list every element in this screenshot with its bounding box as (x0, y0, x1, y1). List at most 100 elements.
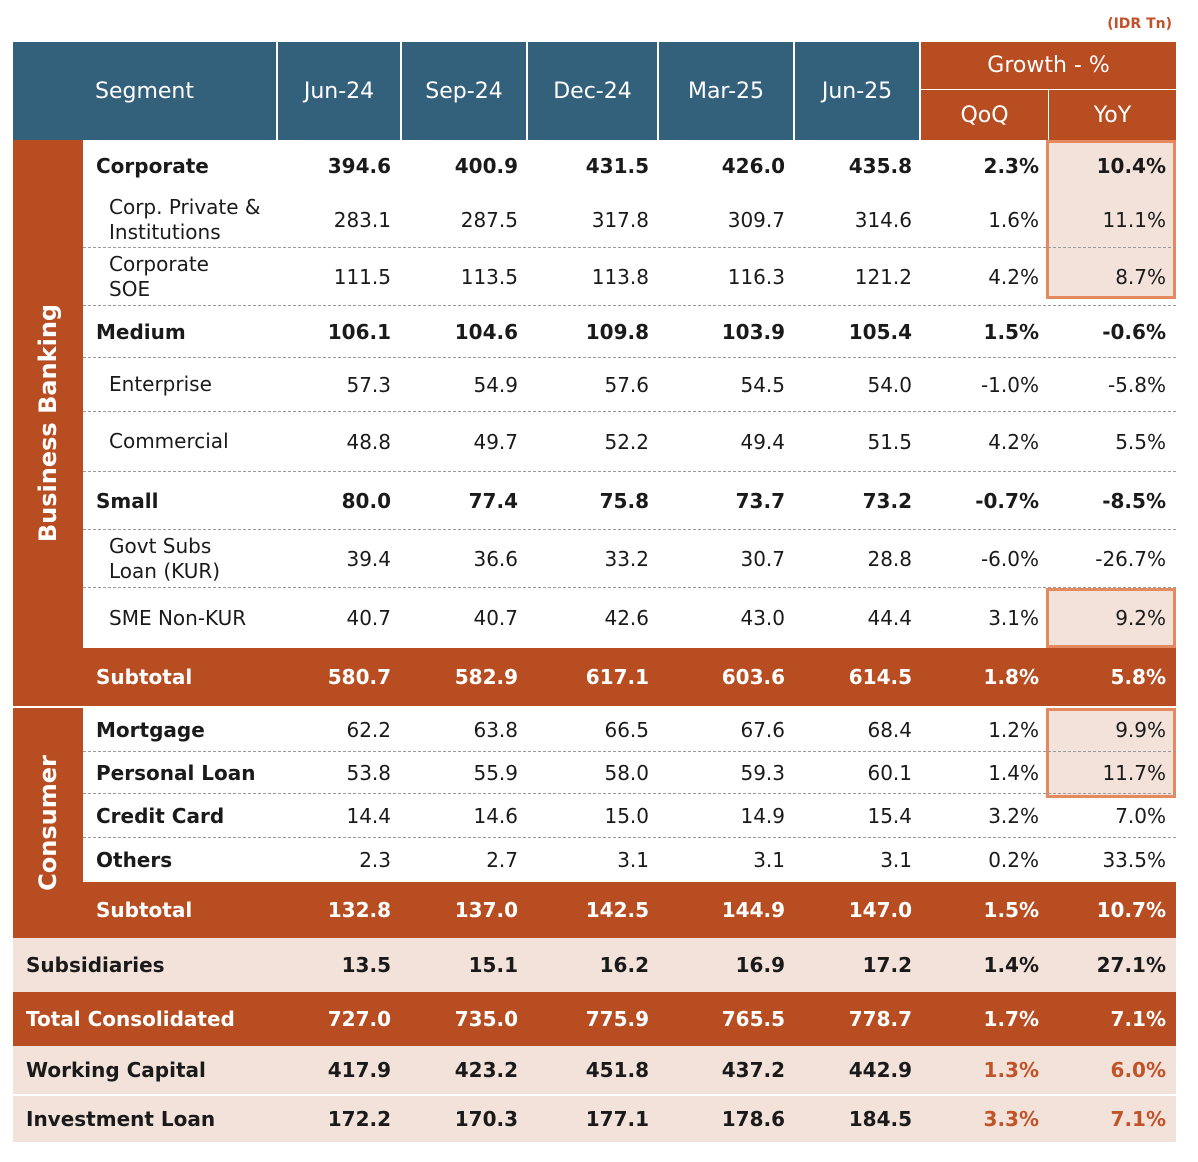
cell-jun25: 73.2 (862, 488, 912, 513)
cell-sep24: 15.1 (468, 953, 518, 977)
cell-yoy: 9.2% (1115, 606, 1166, 630)
cell-dec24: 617.1 (585, 665, 649, 689)
cell-yoy: -5.8% (1107, 372, 1166, 397)
header-growth: Growth - % QoQ YoY (921, 42, 1176, 140)
cell-jun25: 778.7 (848, 1007, 912, 1031)
cell-mar25: 437.2 (721, 1058, 785, 1082)
row-label: SME Non-KUR (109, 605, 247, 630)
cell-jun24: 13.5 (341, 953, 391, 977)
cell-sep24: 2.7 (486, 848, 518, 872)
cell-qoq: 2.3% (983, 154, 1039, 178)
cell-qoq: 4.2% (988, 429, 1039, 454)
cell-jun24: 172.2 (327, 1107, 391, 1131)
highlight-sme-yoy (1046, 588, 1176, 648)
cell-dec24: 451.8 (585, 1058, 649, 1082)
cell-jun25: 614.5 (848, 665, 912, 689)
cell-jun24: 62.2 (346, 717, 391, 742)
cell-sep24: 735.0 (454, 1007, 518, 1031)
cell-qoq: 3.1% (988, 606, 1039, 630)
row-label: Mortgage (96, 717, 205, 742)
cell-sep24: 582.9 (454, 665, 518, 689)
cell-qoq: 1.6% (988, 207, 1039, 232)
row-label: Working Capital (26, 1058, 206, 1082)
cell-mar25: 103.9 (721, 319, 785, 344)
cell-sep24: 55.9 (473, 760, 518, 785)
cell-mar25: 67.6 (740, 717, 785, 742)
row-label: Personal Loan (96, 760, 256, 785)
cell-mar25: 178.6 (721, 1107, 785, 1131)
cell-sep24: 49.7 (473, 429, 518, 454)
row-label: Subsidiaries (26, 953, 165, 977)
total-row: Total Consolidated 727.0 735.0 775.9 765… (13, 992, 1176, 1046)
cell-sep24: 63.8 (473, 717, 518, 742)
table-row: Medium 106.1 104.6 109.8 103.9 105.4 1.5… (83, 306, 1176, 358)
cell-jun25: 60.1 (867, 760, 912, 785)
cell-dec24: 66.5 (604, 717, 649, 742)
cell-sep24: 287.5 (460, 207, 518, 232)
cell-qoq: -1.0% (980, 372, 1039, 397)
cell-sep24: 14.6 (473, 803, 518, 828)
cell-mar25: 14.9 (740, 803, 785, 828)
cell-jun25: 17.2 (862, 953, 912, 977)
cell-qoq: 1.2% (988, 717, 1039, 742)
cell-mar25: 426.0 (721, 154, 785, 178)
loan-segment-table: Segment Jun-24 Sep-24 Dec-24 Mar-25 Jun-… (13, 42, 1176, 1142)
cell-jun24: 727.0 (327, 1007, 391, 1031)
cell-yoy: 7.1% (1110, 1107, 1166, 1131)
cell-mar25: 73.7 (735, 488, 785, 513)
cell-dec24: 317.8 (591, 207, 649, 232)
cell-dec24: 52.2 (604, 429, 649, 454)
cell-jun25: 44.4 (867, 606, 912, 630)
header-qoq: QoQ (921, 90, 1049, 140)
cell-qoq: 1.7% (983, 1007, 1039, 1031)
header-mar25: Mar-25 (659, 42, 793, 140)
cell-jun25: 68.4 (867, 717, 912, 742)
table-row: Working Capital 417.9 423.2 451.8 437.2 … (13, 1046, 1176, 1096)
cell-jun25: 28.8 (867, 546, 912, 571)
table-row: Corporate SOE 111.5 113.5 113.8 116.3 12… (83, 248, 1176, 306)
table-row: Commercial 48.8 49.7 52.2 49.4 51.5 4.2%… (83, 412, 1176, 472)
cell-dec24: 177.1 (585, 1107, 649, 1131)
cell-yoy: 7.0% (1115, 803, 1166, 828)
cell-mar25: 116.3 (727, 264, 785, 289)
row-label: Others (96, 848, 173, 872)
subtotal-row: Subtotal 580.7 582.9 617.1 603.6 614.5 1… (83, 648, 1176, 706)
cell-sep24: 104.6 (454, 319, 518, 344)
cell-jun24: 2.3 (359, 848, 391, 872)
cell-yoy: 5.8% (1110, 665, 1166, 689)
group-business-banking-label: Business Banking (34, 303, 62, 543)
table-row: Govt Subs Loan (KUR) 39.4 36.6 33.2 30.7… (83, 530, 1176, 588)
cell-qoq: 1.3% (983, 1058, 1039, 1082)
header-jun24: Jun-24 (278, 42, 400, 140)
cell-jun25: 3.1 (880, 848, 912, 872)
cell-mar25: 603.6 (721, 665, 785, 689)
row-label: Enterprise (109, 372, 212, 396)
header-segment: Segment (13, 42, 276, 140)
row-label: Govt Subs Loan (KUR) (109, 533, 221, 583)
cell-mar25: 59.3 (740, 760, 785, 785)
cell-jun24: 580.7 (327, 665, 391, 689)
cell-yoy: 7.1% (1110, 1007, 1166, 1031)
highlight-corporate-yoy (1046, 140, 1176, 299)
table-row: Enterprise 57.3 54.9 57.6 54.5 54.0 -1.0… (83, 358, 1176, 412)
row-label: Corporate (96, 154, 209, 178)
subtotal-row: Subtotal 132.8 137.0 142.5 144.9 147.0 1… (83, 882, 1176, 938)
cell-mar25: 30.7 (740, 546, 785, 571)
row-label: Subtotal (96, 665, 193, 689)
cell-jun25: 105.4 (848, 319, 912, 344)
cell-jun25: 15.4 (867, 803, 912, 828)
cell-dec24: 15.0 (604, 803, 649, 828)
group-consumer-label: Consumer (34, 755, 62, 891)
cell-jun24: 53.8 (346, 760, 391, 785)
table-row: Investment Loan 172.2 170.3 177.1 178.6 … (13, 1096, 1176, 1142)
cell-jun24: 48.8 (346, 429, 391, 454)
highlight-consumer-yoy (1046, 708, 1176, 798)
cell-sep24: 170.3 (454, 1107, 518, 1131)
cell-qoq: 0.2% (988, 848, 1039, 872)
header-yoy: YoY (1093, 102, 1132, 128)
cell-dec24: 142.5 (585, 898, 649, 922)
cell-yoy: 11.7% (1102, 760, 1166, 785)
cell-yoy: 6.0% (1110, 1058, 1166, 1082)
cell-yoy: 33.5% (1102, 848, 1166, 872)
cell-mar25: 3.1 (753, 848, 785, 872)
